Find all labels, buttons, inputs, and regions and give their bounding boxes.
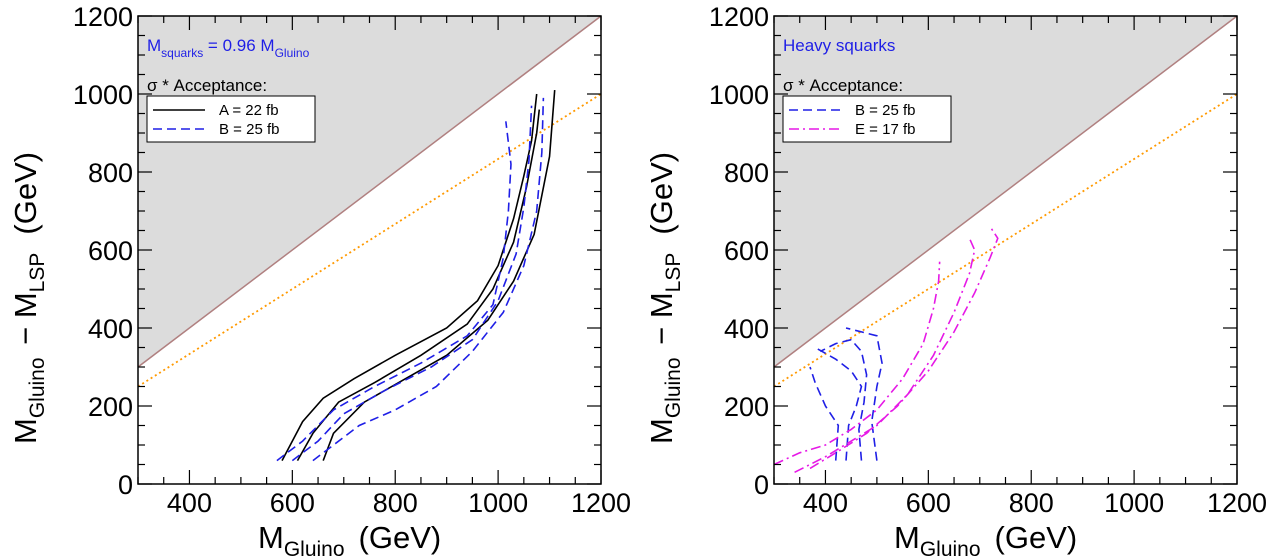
y-tick-label: 600: [88, 236, 133, 266]
scenario-annotation: Msquarks = 0.96 MGluino: [147, 36, 310, 60]
legend-label: B = 25 fb: [219, 121, 279, 138]
x-axis-label: MGluino (GeV): [894, 520, 1077, 558]
reference-dotted-line: [138, 93, 601, 388]
contour-line-1: [809, 366, 840, 461]
x-tick-label: 800: [373, 488, 418, 518]
y-tick-label: 400: [724, 314, 769, 344]
x-tick-label: 400: [803, 488, 848, 518]
contour-line-2: [814, 346, 863, 461]
y-tick-label: 1000: [73, 80, 133, 110]
legend-label: B = 25 fb: [855, 102, 915, 119]
y-tick-label: 1000: [709, 80, 769, 110]
x-tick-label: 400: [167, 488, 212, 518]
x-tick-label: 600: [906, 488, 951, 518]
right-plot-panel: 400 600 800 1000 1200 0 200 400 600 800 1000 1200 MG…: [644, 2, 1267, 558]
x-tick-label: 800: [1009, 488, 1054, 518]
y-axis-label: MGluino − MLSP(GeV): [8, 152, 49, 444]
y-tick-label: 0: [118, 470, 133, 500]
contour-line-6: [312, 97, 545, 462]
y-tick-label: 200: [88, 392, 133, 422]
x-tick-label: 1000: [468, 488, 528, 518]
kinematic-limit-line: [774, 16, 1237, 368]
y-tick-label: 600: [724, 236, 769, 266]
x-tick-label: 1000: [1104, 488, 1164, 518]
x-tick-label: 1200: [1207, 488, 1267, 518]
reference-dotted-line: [774, 93, 1237, 388]
legend-box: [782, 95, 952, 143]
scenario-annotation: Heavy squarks: [783, 36, 895, 55]
left-plot-panel: 400 600 800 1000 1200 0 200 400 600 800 1000 1200 MG…: [8, 2, 631, 558]
legend-box: [146, 95, 316, 143]
legend-title: σ * Acceptance:: [147, 76, 267, 95]
x-tick-label: 600: [270, 488, 315, 518]
contour-line-7: [809, 226, 999, 470]
x-tick-label: 1200: [571, 488, 631, 518]
y-tick-label: 0: [754, 470, 769, 500]
y-tick-label: 1200: [709, 2, 769, 32]
contour-line-1: [281, 93, 538, 461]
y-tick-label: 800: [88, 158, 133, 188]
contour-line-5: [291, 105, 533, 462]
contour-line-4: [276, 121, 512, 462]
y-axis-label: MGluino − MLSP(GeV): [644, 152, 685, 444]
y-tick-label: 1200: [73, 2, 133, 32]
contour-line-5: [774, 261, 941, 466]
contour-line-3: [819, 338, 868, 461]
kinematic-limit-line: [138, 16, 601, 368]
legend-label: E = 17 fb: [855, 121, 915, 138]
contour-line-6: [794, 237, 976, 474]
y-tick-label: 800: [724, 158, 769, 188]
y-tick-label: 200: [724, 392, 769, 422]
contour-line-4: [845, 327, 883, 461]
x-axis-label: MGluino (GeV): [258, 520, 441, 558]
contour-line-3: [322, 90, 556, 461]
legend-title: σ * Acceptance:: [783, 76, 903, 95]
y-tick-label: 400: [88, 314, 133, 344]
legend-label: A = 22 fb: [219, 102, 279, 119]
